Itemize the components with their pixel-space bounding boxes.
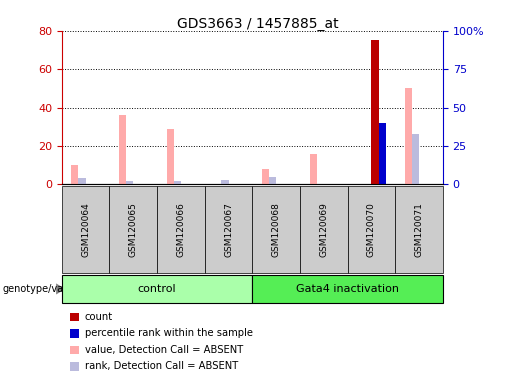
- Text: GSM120064: GSM120064: [81, 202, 90, 257]
- Text: percentile rank within the sample: percentile rank within the sample: [85, 328, 253, 338]
- Text: genotype/variation: genotype/variation: [3, 284, 95, 294]
- Text: Gata4 inactivation: Gata4 inactivation: [296, 284, 399, 294]
- Text: GSM120071: GSM120071: [415, 202, 423, 257]
- Text: count: count: [85, 312, 113, 322]
- Bar: [310, 154, 317, 184]
- Polygon shape: [56, 283, 65, 295]
- Text: control: control: [138, 284, 176, 294]
- Text: GDS3663 / 1457885_at: GDS3663 / 1457885_at: [177, 17, 338, 31]
- Text: GSM120065: GSM120065: [129, 202, 138, 257]
- Bar: [412, 134, 419, 184]
- Text: GSM120066: GSM120066: [177, 202, 185, 257]
- Bar: [78, 178, 85, 184]
- Text: value, Detection Call = ABSENT: value, Detection Call = ABSENT: [85, 345, 243, 355]
- Bar: [221, 180, 229, 184]
- Text: rank, Detection Call = ABSENT: rank, Detection Call = ABSENT: [85, 361, 238, 371]
- Text: GSM120069: GSM120069: [319, 202, 328, 257]
- Bar: [269, 177, 276, 184]
- Bar: [371, 40, 379, 184]
- Bar: [119, 115, 126, 184]
- Bar: [379, 123, 386, 184]
- Bar: [262, 169, 269, 184]
- Bar: [174, 181, 181, 184]
- Bar: [405, 88, 412, 184]
- Bar: [71, 165, 78, 184]
- Text: GSM120070: GSM120070: [367, 202, 376, 257]
- Bar: [166, 129, 174, 184]
- Text: GSM120067: GSM120067: [224, 202, 233, 257]
- Text: GSM120068: GSM120068: [272, 202, 281, 257]
- Bar: [126, 181, 133, 184]
